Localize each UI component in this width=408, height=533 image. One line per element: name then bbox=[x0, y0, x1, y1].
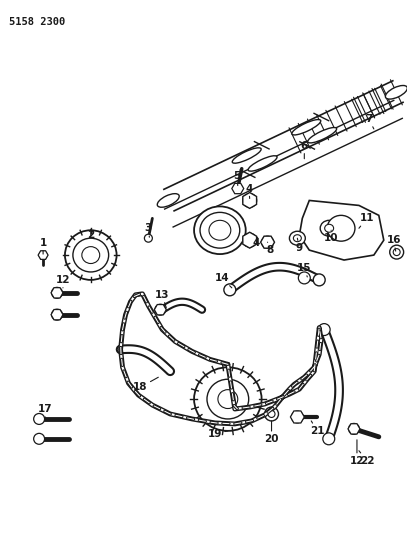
Polygon shape bbox=[51, 288, 63, 298]
Text: 5: 5 bbox=[233, 171, 240, 185]
Polygon shape bbox=[154, 304, 166, 315]
Text: 11: 11 bbox=[359, 213, 374, 228]
Ellipse shape bbox=[243, 233, 257, 247]
Polygon shape bbox=[290, 411, 304, 423]
Polygon shape bbox=[348, 424, 360, 434]
Text: 21: 21 bbox=[310, 421, 324, 436]
Ellipse shape bbox=[51, 287, 62, 298]
Ellipse shape bbox=[209, 220, 231, 240]
Polygon shape bbox=[261, 236, 275, 248]
Text: 19: 19 bbox=[208, 429, 228, 439]
Ellipse shape bbox=[318, 324, 330, 336]
Ellipse shape bbox=[232, 148, 261, 163]
Ellipse shape bbox=[325, 224, 334, 232]
Polygon shape bbox=[299, 200, 384, 260]
Text: 12: 12 bbox=[350, 440, 364, 466]
Text: 1: 1 bbox=[40, 238, 47, 254]
Ellipse shape bbox=[82, 247, 100, 263]
Ellipse shape bbox=[233, 184, 242, 193]
Ellipse shape bbox=[194, 206, 246, 254]
Text: 2: 2 bbox=[87, 229, 94, 240]
Text: 20: 20 bbox=[264, 421, 279, 444]
Ellipse shape bbox=[155, 304, 166, 315]
Text: 13: 13 bbox=[155, 290, 170, 308]
Text: 4: 4 bbox=[245, 183, 253, 198]
Text: 4: 4 bbox=[253, 237, 260, 248]
Ellipse shape bbox=[386, 85, 407, 99]
Ellipse shape bbox=[268, 410, 275, 417]
Text: 12: 12 bbox=[56, 275, 70, 288]
Polygon shape bbox=[232, 183, 244, 193]
Ellipse shape bbox=[393, 248, 400, 256]
Text: 3: 3 bbox=[145, 223, 152, 237]
Text: 5158 2300: 5158 2300 bbox=[9, 17, 66, 27]
Ellipse shape bbox=[39, 251, 47, 259]
Ellipse shape bbox=[218, 390, 238, 408]
Text: 7: 7 bbox=[365, 114, 374, 129]
Text: 15: 15 bbox=[297, 263, 312, 277]
Ellipse shape bbox=[243, 193, 257, 207]
Text: 17: 17 bbox=[38, 404, 52, 418]
Ellipse shape bbox=[34, 433, 44, 445]
Ellipse shape bbox=[308, 127, 337, 143]
Ellipse shape bbox=[390, 245, 404, 259]
Polygon shape bbox=[51, 310, 63, 320]
Ellipse shape bbox=[262, 236, 273, 248]
Text: 18: 18 bbox=[133, 377, 158, 392]
Text: 22: 22 bbox=[359, 451, 374, 466]
Ellipse shape bbox=[73, 238, 109, 272]
Ellipse shape bbox=[194, 367, 262, 431]
Ellipse shape bbox=[298, 272, 310, 284]
Ellipse shape bbox=[51, 309, 62, 320]
Text: 9: 9 bbox=[296, 238, 303, 253]
Polygon shape bbox=[243, 192, 257, 208]
Text: 8: 8 bbox=[266, 242, 273, 255]
Ellipse shape bbox=[248, 156, 277, 171]
Text: 10: 10 bbox=[324, 230, 338, 243]
Ellipse shape bbox=[313, 274, 325, 286]
Ellipse shape bbox=[327, 215, 355, 241]
Ellipse shape bbox=[293, 235, 302, 241]
Ellipse shape bbox=[323, 433, 335, 445]
Ellipse shape bbox=[65, 230, 117, 280]
Ellipse shape bbox=[348, 423, 359, 434]
Ellipse shape bbox=[207, 379, 249, 419]
Text: 14: 14 bbox=[215, 273, 232, 288]
Ellipse shape bbox=[224, 284, 236, 296]
Polygon shape bbox=[243, 232, 257, 248]
Text: 16: 16 bbox=[386, 235, 401, 251]
Ellipse shape bbox=[157, 193, 179, 207]
Ellipse shape bbox=[264, 407, 279, 421]
Ellipse shape bbox=[289, 231, 305, 245]
Text: 6: 6 bbox=[301, 141, 308, 159]
Ellipse shape bbox=[320, 220, 338, 236]
Ellipse shape bbox=[144, 234, 152, 242]
Ellipse shape bbox=[200, 212, 240, 248]
Ellipse shape bbox=[292, 119, 321, 135]
Polygon shape bbox=[38, 251, 48, 260]
Ellipse shape bbox=[291, 411, 303, 423]
Ellipse shape bbox=[34, 414, 44, 424]
